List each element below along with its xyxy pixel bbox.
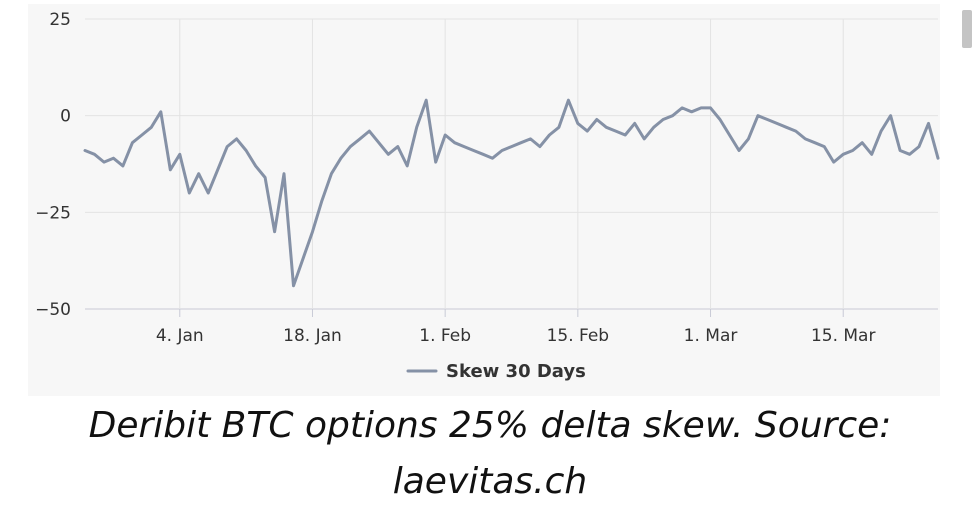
series-line: [83, 98, 940, 288]
scrollbar-thumb[interactable]: [962, 10, 972, 48]
caption-line-1: Deribit BTC options 25% delta skew. Sour…: [88, 405, 892, 446]
x-tick-label: 15. Mar: [811, 326, 876, 346]
chart-panel: 25 0 −25 −50 4. Jan 18. Jan 1. Feb 15. Feb 1. M…: [28, 4, 940, 396]
caption-line-2: laevitas.ch: [392, 461, 588, 502]
y-axis-ticks: 25 0 −25 −50: [35, 10, 71, 320]
legend-label: Skew 30 Days: [446, 361, 586, 382]
x-tick-label: 1. Feb: [419, 326, 471, 346]
y-tick-label: 25: [49, 10, 71, 30]
x-axis-ticks: 4. Jan 18. Jan 1. Feb 15. Feb 1. Mar 15. Mar: [156, 326, 876, 346]
y-tick-label: −25: [35, 203, 71, 223]
x-tick-label: 4. Jan: [156, 326, 204, 346]
legend[interactable]: Skew 30 Days: [406, 361, 586, 382]
series-layer: [83, 98, 940, 288]
x-tick-label: 1. Mar: [684, 326, 738, 346]
grid: [85, 18, 938, 317]
x-tick-label: 15. Feb: [547, 326, 610, 346]
caption: Deribit BTC options 25% delta skew. Sour…: [0, 398, 980, 510]
line-chart: 25 0 −25 −50 4. Jan 18. Jan 1. Feb 15. Feb 1. M…: [35, 10, 940, 382]
x-tick-label: 18. Jan: [283, 326, 342, 346]
y-tick-label: 0: [60, 107, 71, 127]
y-tick-label: −50: [35, 300, 71, 320]
